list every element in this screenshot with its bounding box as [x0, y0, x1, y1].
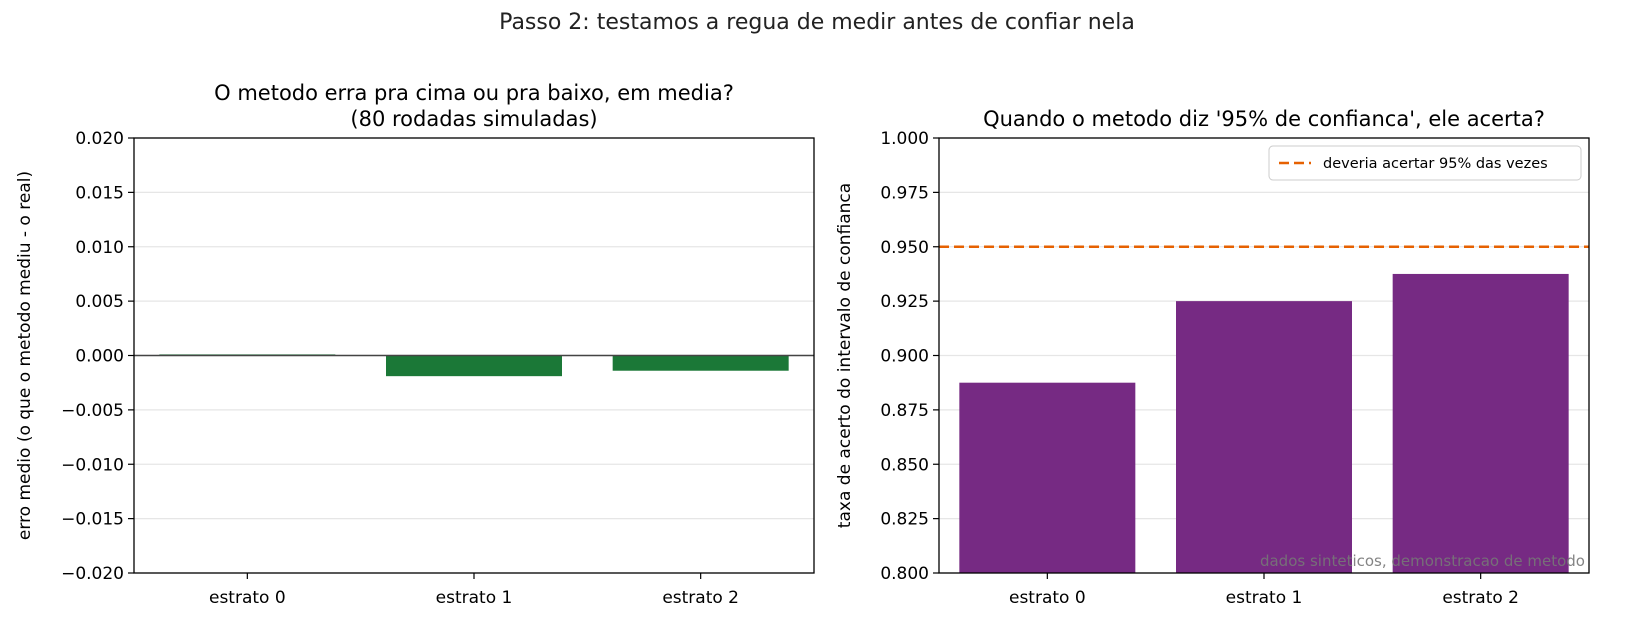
y-tick-label: 0.020 — [75, 129, 124, 149]
y-tick-label: −0.020 — [61, 564, 124, 584]
y-tick-label: −0.015 — [61, 510, 124, 530]
x-tick-label: estrato 1 — [1226, 588, 1303, 608]
x-tick-label: estrato 0 — [209, 588, 286, 608]
x-tick-label: estrato 0 — [1009, 588, 1086, 608]
y-axis-label: erro medio (o que o metodo mediu - o rea… — [15, 171, 35, 540]
y-axis-label: taxa de acerto do intervalo de confianca — [835, 183, 855, 528]
y-tick-label: 1.000 — [880, 129, 929, 149]
y-tick-label: 0.010 — [75, 238, 124, 258]
chart-title-line: Quando o metodo diz '95% de confianca', … — [983, 107, 1545, 131]
y-tick-label: −0.005 — [61, 401, 124, 421]
chart-title-line: (80 rodadas simuladas) — [350, 107, 597, 131]
y-tick-label: 0.900 — [880, 347, 929, 367]
bar-estrato-2 — [612, 355, 789, 371]
y-tick-label: 0.975 — [880, 183, 929, 203]
chart-title-line: O metodo erra pra cima ou pra baixo, em … — [214, 81, 734, 105]
annotation-text: dados sinteticos, demonstracao de metodo — [1260, 552, 1585, 570]
chart-coverage: 0.800 0.825 0.850 0.875 0.900 0.925 0.950 0.975… — [835, 107, 1590, 608]
y-tick-label: 0.800 — [880, 564, 929, 584]
x-tick-label: estrato 1 — [436, 588, 513, 608]
chart-bias: −0.020 −0.015 −0.010 −0.005 0.000 0.005 0.010 0… — [15, 81, 815, 608]
x-tick-label: estrato 2 — [1442, 588, 1519, 608]
y-tick-label: −0.010 — [61, 455, 124, 475]
y-tick-label: 0.825 — [880, 510, 929, 530]
y-tick-label: 0.000 — [75, 347, 124, 367]
bar-estrato-0 — [959, 382, 1136, 573]
figure-suptitle: Passo 2: testamos a regua de medir antes… — [499, 10, 1135, 35]
legend-box — [1268, 145, 1582, 181]
bar-estrato-1 — [386, 355, 562, 377]
x-tick-label: estrato 2 — [662, 588, 739, 608]
y-tick-label: 0.950 — [880, 238, 929, 258]
y-tick-label: 0.925 — [880, 292, 929, 312]
bar-estrato-1 — [1176, 301, 1352, 573]
y-tick-label: 0.875 — [880, 401, 929, 421]
bar-estrato-2 — [1392, 273, 1569, 573]
y-tick-label: 0.015 — [75, 183, 124, 203]
y-tick-label: 0.005 — [75, 292, 124, 312]
y-tick-label: 0.850 — [880, 455, 929, 475]
legend-label: deveria acertar 95% das vezes — [1323, 156, 1548, 172]
